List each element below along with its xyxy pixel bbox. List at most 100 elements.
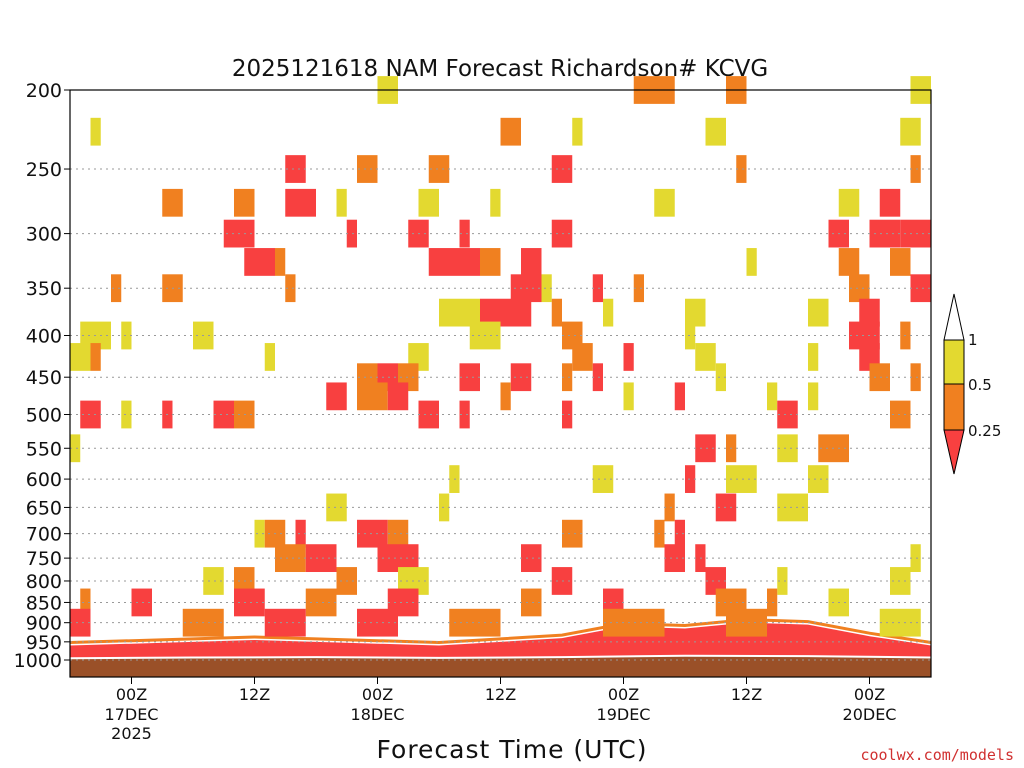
ri-cell	[541, 274, 552, 303]
ri-cell	[562, 363, 573, 392]
x-tick-time: 00Z	[362, 685, 393, 704]
ri-cell	[746, 248, 757, 276]
ri-cell	[808, 465, 829, 493]
x-tick-time: 00Z	[116, 685, 147, 704]
y-tick-label: 650	[26, 497, 62, 519]
ri-cell	[90, 117, 101, 146]
y-tick-label: 500	[26, 405, 62, 427]
ri-cell	[562, 519, 583, 548]
x-tick-date: 18DEC	[351, 705, 405, 724]
ri-cell	[777, 567, 788, 595]
ri-cell	[500, 117, 521, 146]
ri-cell	[900, 117, 921, 146]
ri-cell	[500, 382, 511, 411]
legend-label: 0.25	[968, 422, 1001, 440]
ri-cell	[603, 298, 614, 327]
x-tick-time: 12Z	[239, 685, 270, 704]
ri-cell	[736, 155, 747, 183]
ri-cell	[428, 155, 450, 183]
ri-cell	[592, 363, 603, 392]
ri-cell	[326, 493, 347, 522]
ri-cell	[295, 519, 306, 548]
ri-cell	[459, 400, 470, 429]
ri-cell	[633, 274, 644, 303]
y-tick-label: 300	[26, 224, 62, 246]
ri-cell	[521, 248, 542, 276]
ri-cell	[562, 400, 573, 429]
ri-cell	[910, 155, 921, 183]
ri-cell	[459, 363, 480, 392]
y-tick-label: 850	[26, 592, 62, 614]
ri-cell	[592, 274, 603, 303]
ri-cell	[357, 155, 378, 183]
ri-cell	[418, 188, 439, 217]
legend-arrow-top	[943, 293, 965, 341]
ri-cell	[777, 400, 798, 429]
y-axis: 200 250 300 350 400 450 500 550 600 650 7007508008…	[14, 80, 70, 672]
ri-cell	[808, 298, 829, 327]
x-tick-time: 12Z	[731, 685, 762, 704]
ri-cell	[695, 343, 716, 371]
ri-cell	[838, 188, 860, 217]
x-tick-date: 17DEC	[105, 705, 159, 724]
ri-cell	[418, 400, 439, 429]
ri-cell	[428, 248, 480, 276]
ri-cell	[285, 188, 316, 217]
ri-cell	[664, 544, 685, 573]
y-tick-label: 800	[26, 571, 62, 593]
ri-cell	[572, 343, 593, 371]
ri-cell	[336, 188, 347, 217]
plot-area	[69, 76, 932, 677]
ri-cell	[890, 567, 911, 595]
ri-cell	[80, 400, 101, 429]
ri-cell	[685, 465, 696, 493]
ri-cell	[890, 248, 911, 276]
ri-cell	[808, 343, 819, 371]
ri-cell	[162, 188, 183, 217]
ri-cell	[213, 400, 234, 429]
legend-bin	[943, 383, 965, 431]
ri-cell	[705, 117, 726, 146]
x-tick-time: 12Z	[485, 685, 516, 704]
ri-cell	[767, 382, 778, 411]
ri-cell	[879, 188, 901, 217]
ri-cell	[275, 544, 306, 573]
ri-cell	[674, 519, 685, 548]
y-tick-label: 550	[26, 438, 62, 460]
ri-cell	[275, 248, 286, 276]
ri-cell	[551, 298, 562, 327]
ri-cell	[890, 400, 911, 429]
ri-cell	[70, 608, 91, 637]
y-tick-label: 950	[26, 632, 62, 654]
legend-label: 1	[968, 331, 978, 349]
ri-cell	[121, 400, 132, 429]
ri-cell	[264, 343, 275, 371]
x-tick-time: 00Z	[608, 685, 639, 704]
ri-cell	[480, 248, 501, 276]
x-tick-date: 20DEC	[843, 705, 897, 724]
ri-cell	[70, 343, 91, 371]
ri-cell	[244, 248, 275, 276]
ri-cell	[838, 248, 860, 276]
y-tick-label: 600	[26, 469, 62, 491]
boundary-layer-band	[70, 622, 931, 659]
ri-cell	[603, 608, 665, 637]
ri-cell	[623, 343, 634, 371]
ri-cell	[910, 274, 931, 303]
ri-cell	[254, 519, 265, 548]
ri-cell	[521, 588, 542, 617]
x-tick-date: 19DEC	[597, 705, 651, 724]
x-tick-year: 2025	[111, 724, 152, 743]
ri-cell	[664, 493, 675, 522]
y-tick-label: 400	[26, 325, 62, 347]
ri-cell	[685, 298, 706, 327]
y-tick-label: 750	[26, 548, 62, 570]
ri-cell	[203, 567, 224, 595]
credit-text: coolwx.com/models	[860, 746, 1014, 764]
ri-cell	[80, 588, 91, 617]
ri-cell	[623, 382, 634, 411]
surface-line	[69, 654, 932, 660]
ri-cell	[849, 274, 870, 303]
